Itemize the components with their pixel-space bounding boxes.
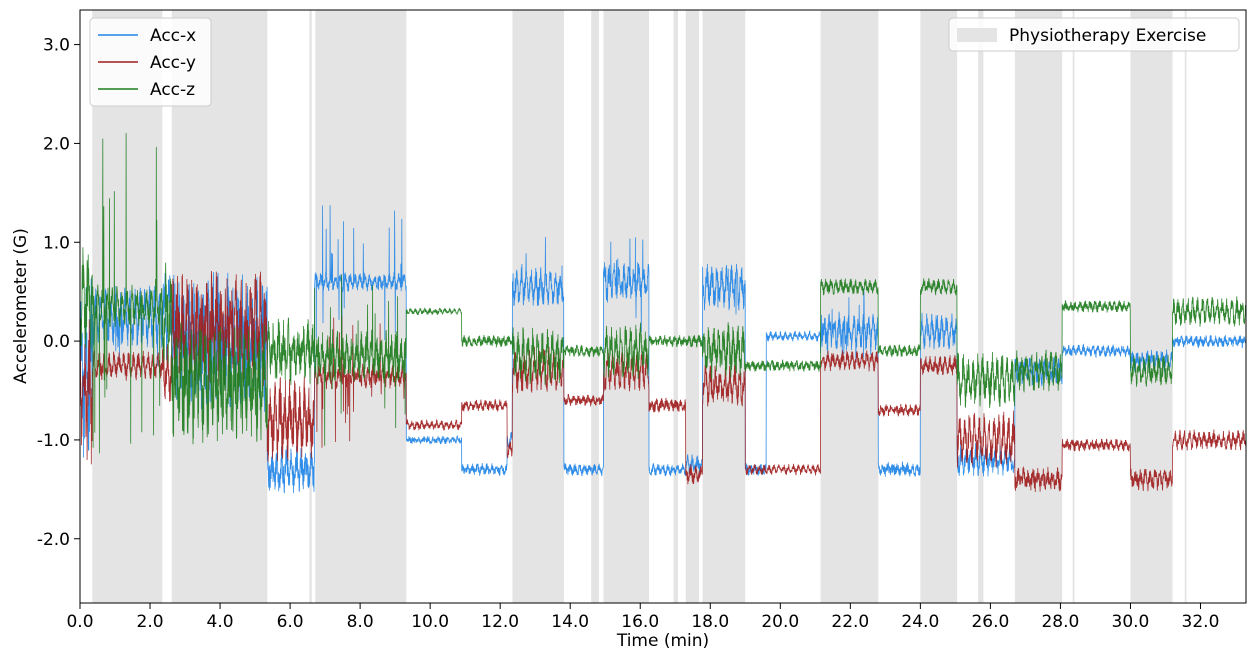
- x-tick-label: 22.0: [831, 612, 869, 632]
- shaded-legend: Physiotherapy Exercise: [948, 17, 1240, 52]
- x-tick-label: 8.0: [347, 612, 374, 632]
- x-tick-label: 18.0: [691, 612, 729, 632]
- x-tick-label: 10.0: [411, 612, 449, 632]
- shaded-region-10: [820, 10, 879, 603]
- shaded-region-6: [603, 10, 649, 603]
- x-tick-label: 24.0: [901, 612, 939, 632]
- y-tick-label: -2.0: [37, 530, 70, 550]
- x-tick-label: 6.0: [277, 612, 304, 632]
- shaded-region-15: [1130, 10, 1173, 603]
- x-tick-label: 14.0: [551, 612, 589, 632]
- series-line-acc-z: [79, 133, 1247, 454]
- series-legend: Acc-x Acc-y Acc-z: [89, 17, 212, 107]
- y-tick-label: 3.0: [43, 36, 70, 56]
- series-line-acc-x: [79, 205, 1247, 494]
- x-tick-label: 16.0: [621, 612, 659, 632]
- series-legend-box: [89, 17, 212, 107]
- x-tick-label: 2.0: [137, 612, 164, 632]
- x-tick-label: 12.0: [481, 612, 519, 632]
- x-tick-label: 28.0: [1041, 612, 1079, 632]
- legend-label-acc-y: Acc-y: [150, 53, 196, 73]
- series-line-acc-y: [79, 270, 1247, 493]
- y-axis-title: Accelerometer (G): [11, 228, 31, 384]
- shaded-region-3: [315, 10, 407, 603]
- y-axis: -2.0 -1.0 0.0 1.0 2.0 3.0: [37, 36, 80, 550]
- shaded-region-5: [591, 10, 599, 603]
- exercise-shaded-regions: [92, 10, 1187, 603]
- shaded-region-2: [309, 10, 312, 603]
- plot-frame: [79, 9, 1247, 604]
- x-axis: 0.0 2.0 4.0 6.0 8.0 10.0 12.0 14.0 16.0 18.0 20.0 2…: [66, 603, 1219, 632]
- shaded-region-11: [920, 10, 958, 603]
- x-tick-label: 32.0: [1182, 612, 1220, 632]
- shaded-region-8: [685, 10, 700, 603]
- shaded-region-7: [673, 10, 679, 603]
- legend-label-acc-x: Acc-x: [150, 26, 196, 46]
- shaded-region-13: [1014, 10, 1063, 603]
- y-tick-label: 2.0: [43, 134, 70, 154]
- y-tick-label: 1.0: [43, 233, 70, 253]
- shaded-region-12: [978, 10, 984, 603]
- x-tick-label: 0.0: [66, 612, 93, 632]
- shaded-region-16: [1184, 10, 1187, 603]
- x-tick-label: 26.0: [971, 612, 1009, 632]
- series-lines: [79, 133, 1247, 494]
- shaded-region-4: [512, 10, 564, 603]
- shaded-legend-box: [948, 17, 1240, 52]
- legend-label-acc-z: Acc-z: [150, 80, 195, 100]
- x-tick-label: 30.0: [1112, 612, 1150, 632]
- shaded-legend-label: Physiotherapy Exercise: [1009, 26, 1206, 46]
- x-axis-title: Time (min): [616, 631, 709, 651]
- shaded-legend-swatch: [957, 28, 997, 42]
- y-tick-label: -1.0: [37, 431, 70, 451]
- x-tick-label: 4.0: [207, 612, 234, 632]
- y-tick-label: 0.0: [43, 332, 70, 352]
- x-tick-label: 20.0: [761, 612, 799, 632]
